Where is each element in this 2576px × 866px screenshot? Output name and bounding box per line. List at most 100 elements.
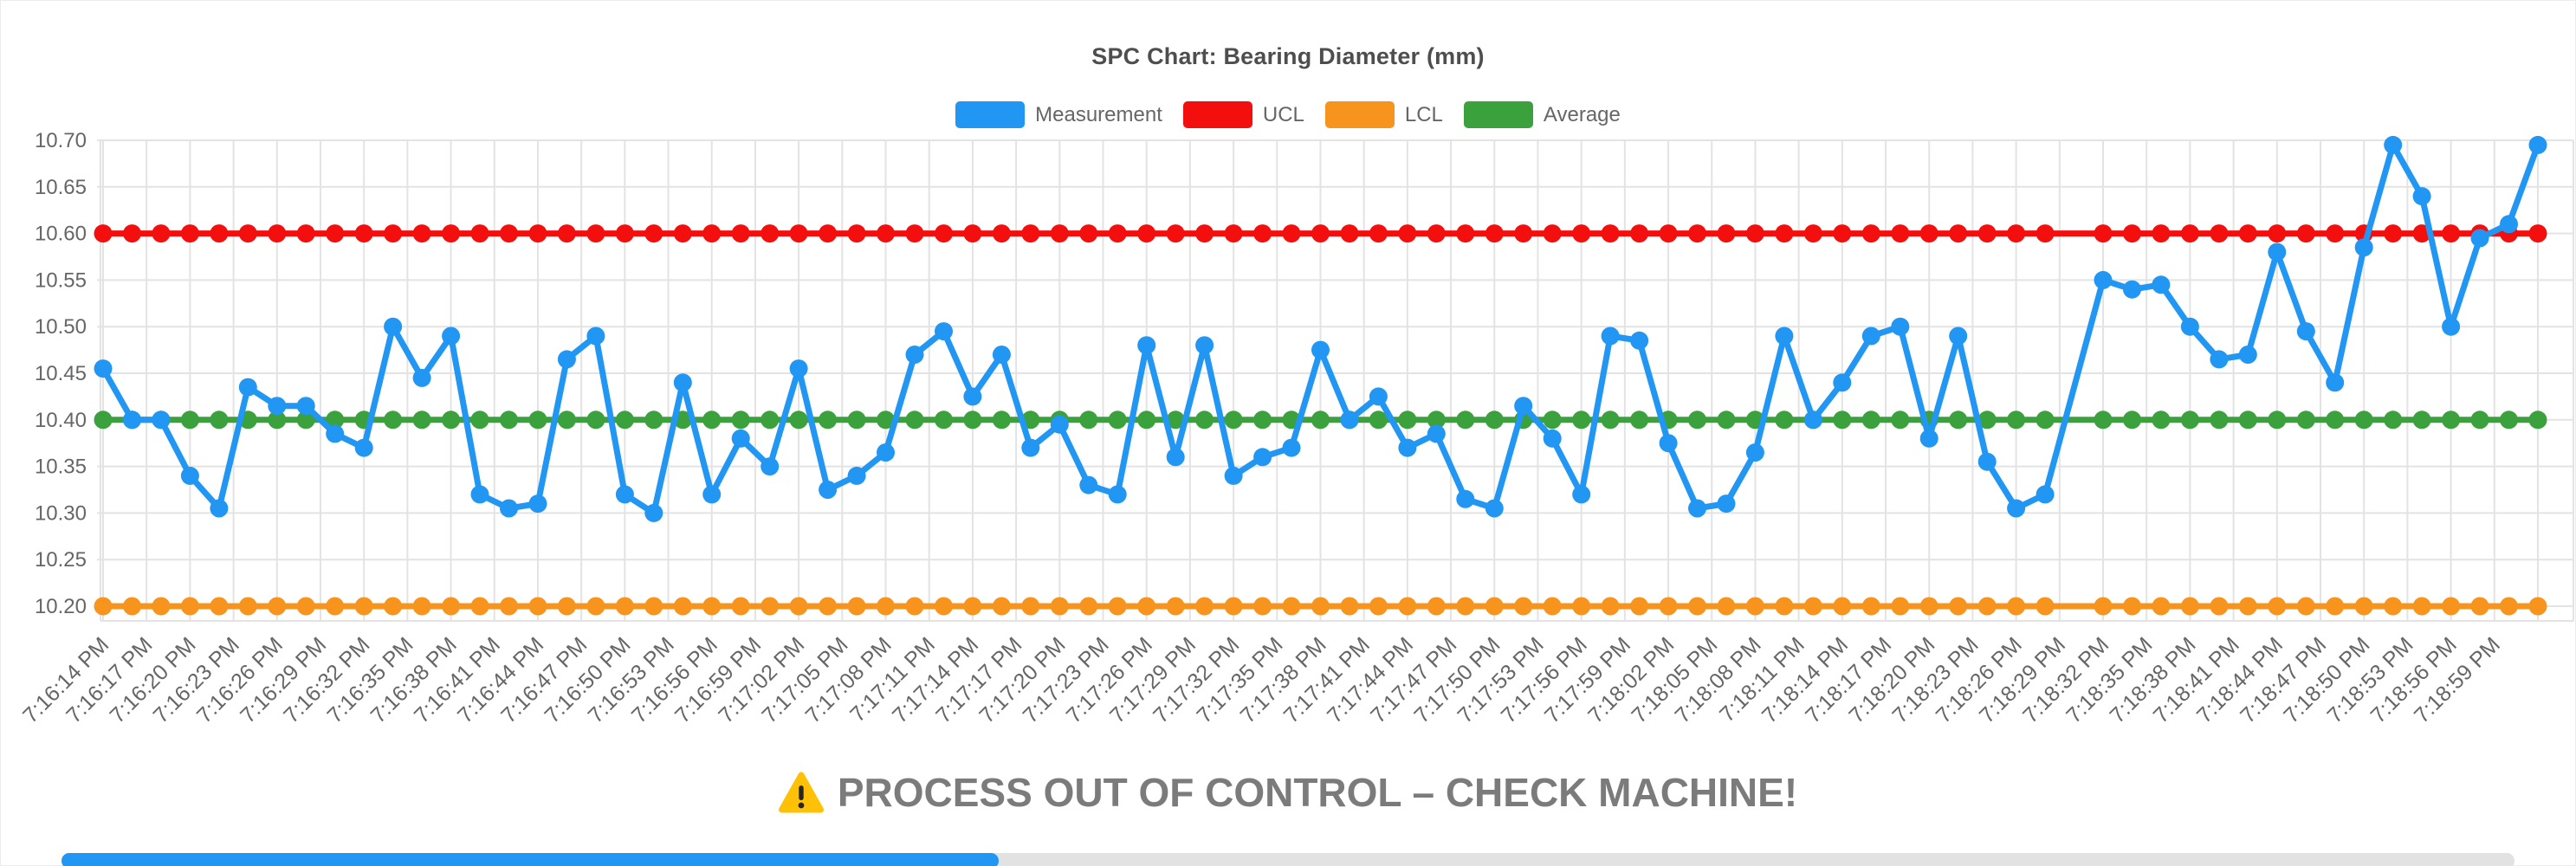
ucl-point[interactable]	[2384, 224, 2403, 243]
average-point[interactable]	[819, 410, 838, 430]
average-point[interactable]	[1688, 410, 1706, 430]
measurement-point[interactable]	[152, 410, 171, 430]
measurement-point[interactable]	[2528, 135, 2547, 154]
average-point[interactable]	[1485, 410, 1504, 430]
ucl-point[interactable]	[2268, 224, 2287, 243]
lcl-point[interactable]	[2412, 597, 2431, 616]
average-point[interactable]	[2500, 410, 2518, 430]
average-point[interactable]	[1398, 410, 1417, 430]
measurement-point[interactable]	[2384, 135, 2403, 154]
measurement-point[interactable]	[2180, 317, 2199, 336]
lcl-point[interactable]	[1021, 597, 1040, 616]
lcl-point[interactable]	[644, 597, 663, 616]
lcl-point[interactable]	[2007, 597, 2026, 616]
average-point[interactable]	[2152, 410, 2171, 430]
average-point[interactable]	[296, 410, 315, 430]
ucl-point[interactable]	[819, 224, 838, 243]
horizontal-scrollbar-track[interactable]	[61, 853, 2515, 866]
ucl-point[interactable]	[1775, 224, 1794, 243]
measurement-point[interactable]	[1456, 489, 1475, 508]
lcl-point[interactable]	[1775, 597, 1794, 616]
lcl-point[interactable]	[615, 597, 634, 616]
ucl-point[interactable]	[2123, 224, 2141, 243]
ucl-point[interactable]	[1977, 224, 1997, 243]
average-point[interactable]	[2470, 410, 2489, 430]
measurement-point[interactable]	[1079, 475, 1098, 494]
lcl-point[interactable]	[470, 597, 489, 616]
ucl-point[interactable]	[2210, 224, 2229, 243]
lcl-point[interactable]	[1195, 597, 1214, 616]
measurement-point[interactable]	[384, 317, 403, 336]
measurement-point[interactable]	[412, 368, 431, 387]
measurement-point[interactable]	[1688, 499, 1706, 518]
measurement-point[interactable]	[1891, 317, 1910, 336]
measurement-point[interactable]	[1745, 443, 1764, 462]
measurement-point[interactable]	[1601, 326, 1620, 346]
measurement-point[interactable]	[2210, 350, 2229, 369]
average-point[interactable]	[2180, 410, 2199, 430]
measurement-point[interactable]	[1253, 448, 1272, 467]
ucl-point[interactable]	[702, 224, 722, 243]
average-point[interactable]	[847, 410, 866, 430]
average-point[interactable]	[1456, 410, 1475, 430]
lcl-point[interactable]	[789, 597, 808, 616]
measurement-point[interactable]	[1021, 438, 1040, 457]
measurement-point[interactable]	[702, 485, 722, 504]
legend-item-ucl[interactable]: UCL	[1182, 101, 1304, 128]
measurement-point[interactable]	[2094, 270, 2113, 289]
lcl-point[interactable]	[963, 597, 982, 616]
measurement-point[interactable]	[470, 485, 489, 504]
average-point[interactable]	[180, 410, 199, 430]
measurement-point[interactable]	[1775, 326, 1794, 346]
measurement-point[interactable]	[1717, 494, 1736, 514]
measurement-point[interactable]	[847, 466, 866, 485]
average-point[interactable]	[2384, 410, 2403, 430]
measurement-point[interactable]	[123, 410, 141, 430]
ucl-point[interactable]	[1833, 224, 1852, 243]
measurement-point[interactable]	[1340, 410, 1359, 430]
average-point[interactable]	[2036, 410, 2055, 430]
average-point[interactable]	[2296, 410, 2315, 430]
ucl-point[interactable]	[123, 224, 141, 243]
ucl-point[interactable]	[1485, 224, 1504, 243]
lcl-point[interactable]	[412, 597, 431, 616]
lcl-point[interactable]	[1861, 597, 1880, 616]
lcl-point[interactable]	[1398, 597, 1417, 616]
lcl-point[interactable]	[731, 597, 750, 616]
measurement-point[interactable]	[2500, 215, 2518, 234]
ucl-point[interactable]	[1514, 224, 1533, 243]
measurement-point[interactable]	[2354, 238, 2373, 257]
measurement-point[interactable]	[528, 494, 547, 514]
measurement-point[interactable]	[1166, 448, 1185, 467]
measurement-point[interactable]	[1398, 438, 1417, 457]
ucl-point[interactable]	[557, 224, 576, 243]
ucl-point[interactable]	[500, 224, 518, 243]
ucl-point[interactable]	[470, 224, 489, 243]
lcl-point[interactable]	[1166, 597, 1185, 616]
average-point[interactable]	[789, 410, 808, 430]
measurement-point[interactable]	[2238, 346, 2257, 364]
average-point[interactable]	[615, 410, 634, 430]
measurement-point[interactable]	[789, 359, 808, 378]
ucl-point[interactable]	[1601, 224, 1620, 243]
ucl-point[interactable]	[1688, 224, 1706, 243]
measurement-point[interactable]	[1427, 424, 1446, 443]
lcl-point[interactable]	[1745, 597, 1764, 616]
average-point[interactable]	[326, 410, 345, 430]
lcl-point[interactable]	[123, 597, 141, 616]
measurement-point[interactable]	[673, 373, 692, 392]
average-point[interactable]	[470, 410, 489, 430]
average-point[interactable]	[905, 410, 924, 430]
average-point[interactable]	[1224, 410, 1243, 430]
lcl-point[interactable]	[877, 597, 895, 616]
ucl-point[interactable]	[1079, 224, 1098, 243]
lcl-point[interactable]	[1311, 597, 1330, 616]
measurement-point[interactable]	[557, 350, 576, 369]
ucl-point[interactable]	[905, 224, 924, 243]
measurement-point[interactable]	[1224, 466, 1243, 485]
average-point[interactable]	[935, 410, 953, 430]
measurement-point[interactable]	[963, 387, 982, 406]
lcl-point[interactable]	[152, 597, 171, 616]
average-point[interactable]	[2442, 410, 2461, 430]
lcl-point[interactable]	[1949, 597, 1968, 616]
